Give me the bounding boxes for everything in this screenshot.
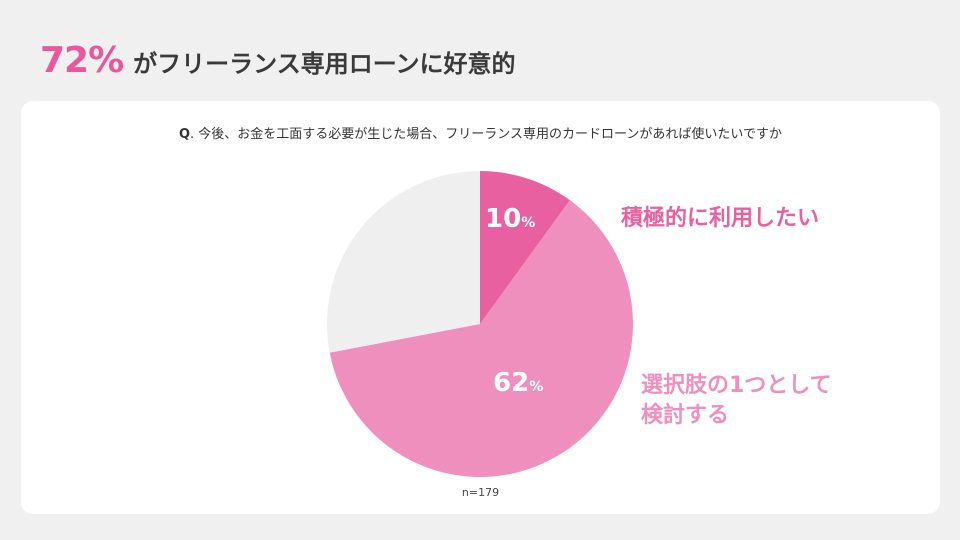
slice-value-label-1: 10% [485, 204, 536, 234]
headline-text: がフリーランス専用ローンに好意的 [133, 50, 516, 78]
survey-question: Q. 今後、お金を工面する必要が生じた場合、フリーランス専用のカードローンがあれ… [21, 123, 940, 142]
category-label-1: 積極的に利用したい [621, 206, 820, 231]
category-label-2: 選択肢の1つとして 検討する [641, 373, 832, 428]
headline-percent: 72% [40, 40, 124, 81]
pie-slice-3 [326, 171, 480, 353]
slice-value-label-2: 62% [493, 368, 544, 398]
pie-slice-1 [480, 171, 570, 324]
chart-card: Q. 今後、お金を工面する必要が生じた場合、フリーランス専用のカードローンがあれ… [21, 101, 940, 514]
page-headline: 72% がフリーランス専用ローンに好意的 [40, 40, 516, 81]
pie-slice-2 [329, 200, 633, 478]
question-text: . 今後、お金を工面する必要が生じた場合、フリーランス専用のカードローンがあれば… [190, 127, 783, 142]
sample-size-label: n=179 [461, 486, 500, 499]
question-prefix: Q [178, 127, 191, 142]
pie-chart [326, 171, 633, 478]
